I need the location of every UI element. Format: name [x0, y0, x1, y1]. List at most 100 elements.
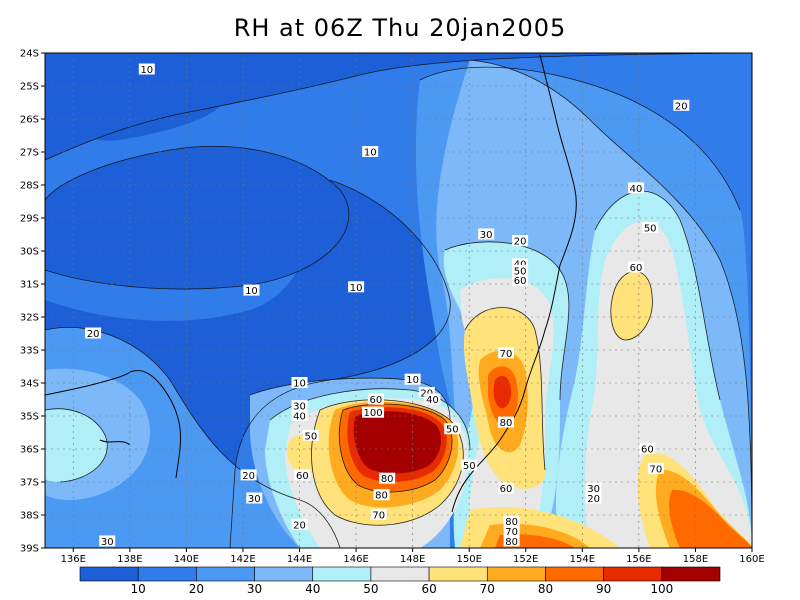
contour-label-bg: [503, 515, 520, 527]
contour-label: 70: [372, 511, 385, 522]
colorbar-swatch: [545, 566, 604, 582]
contour-label: 70: [649, 464, 662, 475]
contour-label: 50: [446, 425, 459, 436]
chart-title: RH at 06Z Thu 20jan2005: [233, 14, 567, 42]
contour-label: 10: [245, 286, 258, 297]
contour-label-bg: [628, 261, 645, 273]
contour-label-bg: [497, 482, 514, 494]
contour-label-bg: [240, 469, 257, 481]
contour-label: 40: [426, 395, 439, 406]
contour-label-bg: [497, 347, 514, 359]
lat-tick-label: 34S: [20, 379, 39, 390]
contour-label: 30: [293, 402, 306, 413]
rh-field: [45, 53, 752, 548]
contour-label: 70: [505, 527, 518, 538]
contour-label-bg: [348, 281, 365, 293]
lat-tick-label: 25S: [20, 82, 39, 93]
contour-label: 20: [514, 237, 527, 248]
contour-label-bg: [367, 393, 384, 405]
lat-lon-grid: [45, 52, 753, 549]
contour-label: 50: [463, 461, 476, 472]
contour-label: 60: [296, 471, 309, 482]
contour-label-bg: [362, 146, 379, 157]
lon-tick-label: 148E: [400, 554, 425, 565]
colorbar-swatch: [196, 566, 255, 582]
colorbar-tick-label: 50: [363, 582, 378, 596]
lat-tick-label: 27S: [20, 148, 39, 159]
contour-label-bg: [404, 373, 421, 385]
colorbar-tick-label: 10: [131, 582, 146, 596]
contour-label: 50: [304, 431, 317, 442]
contour-label: 10: [406, 375, 419, 386]
contour-label: 100: [364, 408, 383, 419]
contour-label-bg: [497, 416, 514, 428]
contour-label: 30: [101, 537, 114, 548]
contour-label: 20: [242, 471, 255, 482]
contour-label: 10: [364, 148, 377, 159]
lat-tick-label: 31S: [20, 280, 39, 291]
colorbar-tick-label: 60: [421, 582, 436, 596]
contour-label-bg: [85, 327, 102, 339]
colorbar-tick-label: 20: [189, 582, 204, 596]
contour-label-bg: [99, 535, 116, 547]
contour-label-bg: [585, 482, 602, 494]
contour-label: 30: [480, 230, 493, 241]
contour-label-bg: [138, 63, 155, 75]
contour-label-bg: [512, 235, 529, 247]
contour-label-bg: [246, 492, 263, 504]
colorbar-swatch: [254, 566, 314, 582]
lon-tick-label: 146E: [343, 554, 368, 565]
contour-label-bg: [478, 228, 495, 240]
colorbar-swatch: [312, 566, 372, 582]
contour-label: 60: [500, 484, 513, 495]
colorbar-swatch: [370, 566, 430, 582]
contour-label: 40: [630, 184, 643, 195]
coastline: [45, 54, 577, 513]
lat-tick-label: 35S: [20, 412, 39, 423]
contour-label-bg: [379, 472, 396, 484]
colorbar-tick-label: 40: [305, 582, 320, 596]
contour-label-bg: [291, 400, 308, 412]
contour-label-bg: [291, 377, 308, 388]
colorbar-swatch: [486, 566, 546, 582]
colorbar-swatch: [428, 566, 488, 582]
colorbar: 10 20 30 40 50 60 70 80 90 100: [79, 566, 721, 596]
contour-label: 30: [248, 494, 261, 505]
contour-labels: 1020104050302040506060101020701010204030…: [85, 63, 690, 548]
contour-label: 60: [641, 445, 654, 456]
contour-label-bg: [639, 443, 656, 454]
contour-label-bg: [444, 423, 461, 435]
contour-label: 60: [630, 263, 643, 274]
colorbar-tick-label: 100: [650, 582, 673, 596]
colorbar-swatch: [603, 566, 663, 582]
contour-label-bg: [291, 410, 308, 421]
contour-label: 30: [587, 484, 600, 495]
contour-label: 80: [375, 491, 388, 502]
contour-label: 60: [514, 276, 527, 287]
lon-tick-label: 138E: [117, 554, 142, 565]
lat-tick-label: 24S: [20, 49, 39, 60]
lon-tick-label: 136E: [61, 554, 86, 565]
lon-tick-label: 156E: [626, 554, 651, 565]
contour-label: 80: [500, 418, 513, 429]
contour-label: 20: [87, 329, 100, 340]
contour-label-bg: [291, 518, 308, 530]
contour-label: 80: [381, 474, 394, 485]
contour-label-bg: [243, 284, 260, 296]
lat-tick-label: 29S: [20, 214, 39, 225]
contour-label: 70: [500, 349, 513, 360]
lon-tick-label: 158E: [683, 554, 708, 565]
lon-tick-label: 150E: [456, 554, 481, 565]
lat-tick-label: 30S: [20, 247, 39, 258]
lon-tick-label: 154E: [570, 554, 595, 565]
contour-label: 10: [293, 379, 306, 390]
contour-label-bg: [647, 462, 664, 474]
contour-label-bg: [512, 274, 529, 286]
lat-tick-label: 32S: [20, 313, 39, 324]
colorbar-tick-label: 70: [480, 582, 495, 596]
lat-tick-label: 33S: [20, 346, 39, 357]
contour-label-bg: [424, 393, 441, 405]
contour-label: 50: [514, 266, 527, 277]
lon-tick-label: 152E: [513, 554, 538, 565]
